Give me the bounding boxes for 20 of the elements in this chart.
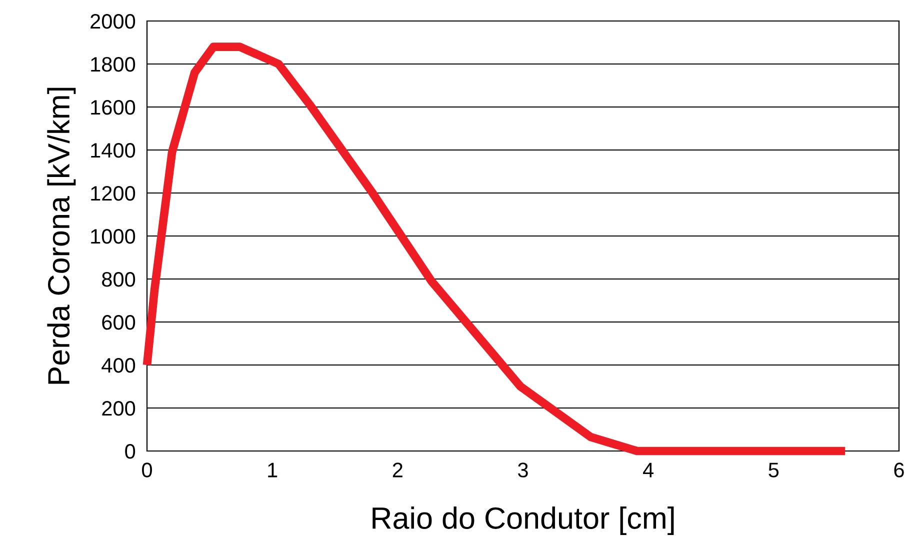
y-tick-label: 600 — [102, 315, 136, 330]
y-tick-label: 1200 — [91, 186, 136, 201]
x-tick-label: 6 — [894, 462, 904, 478]
y-tick-label: 2000 — [90, 14, 136, 29]
y-tick-label: 200 — [102, 401, 136, 416]
y-tick-label: 800 — [102, 272, 136, 287]
y-tick-label: 400 — [102, 358, 136, 373]
y-tick-label: 1600 — [91, 100, 136, 115]
y-axis-title: Perda Corona [kV/km] — [47, 88, 76, 384]
x-tick-label: 1 — [268, 462, 278, 478]
y-tick-label: 1400 — [91, 143, 136, 158]
x-tick-label: 3 — [518, 462, 528, 478]
y-tick-label: 1000 — [91, 229, 136, 244]
y-tick-label: 0 — [125, 444, 136, 459]
y-tick-label: 1800 — [91, 57, 136, 72]
x-tick-label: 2 — [392, 462, 402, 478]
x-tick-label: 5 — [768, 462, 779, 478]
x-tick-label: 4 — [643, 462, 654, 478]
x-axis-title: Raio do Condutor [cm] — [372, 506, 674, 536]
x-tick-label: 0 — [142, 462, 152, 478]
